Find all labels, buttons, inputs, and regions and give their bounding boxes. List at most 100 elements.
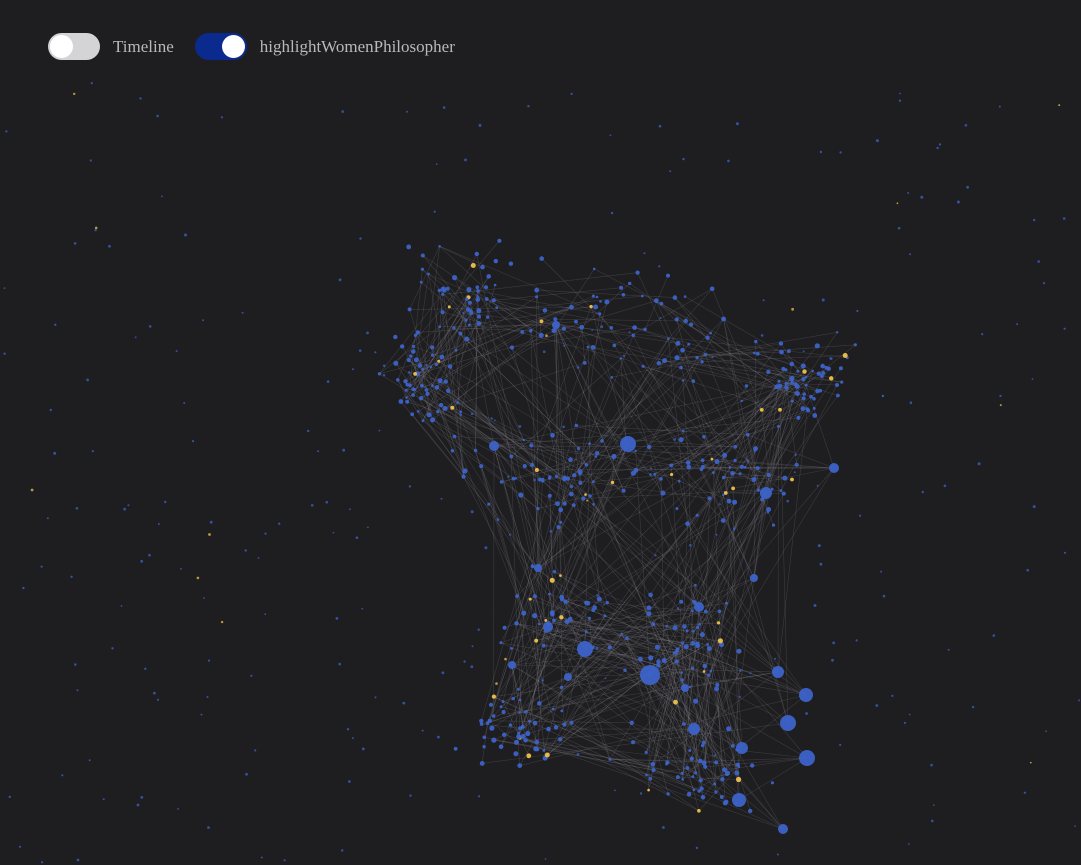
philosopher-node[interactable] [685, 766, 690, 770]
philosopher-node[interactable] [705, 335, 710, 340]
philosopher-node[interactable] [434, 362, 438, 366]
philosopher-node[interactable] [646, 611, 652, 617]
philosopher-node[interactable] [777, 424, 780, 428]
philosopher-node[interactable] [755, 466, 760, 471]
philosopher-node[interactable] [530, 564, 535, 569]
philosopher-node[interactable] [631, 333, 635, 338]
philosopher-node[interactable] [596, 594, 599, 597]
philosopher-node[interactable] [558, 507, 564, 513]
philosopher-node[interactable] [283, 859, 286, 862]
philosopher-node[interactable] [936, 146, 939, 150]
philosopher-node[interactable] [766, 369, 771, 374]
philosopher-node[interactable] [648, 776, 653, 781]
philosopher-node[interactable] [264, 613, 267, 616]
philosopher-node[interactable] [556, 525, 561, 530]
philosopher-node[interactable] [153, 691, 156, 695]
philosopher-node[interactable] [804, 383, 808, 387]
woman-philosopher-node[interactable] [450, 405, 455, 410]
philosopher-node[interactable] [493, 283, 497, 287]
philosopher-node[interactable] [800, 406, 806, 412]
philosopher-node[interactable] [469, 311, 474, 316]
philosopher-node[interactable] [839, 151, 842, 154]
philosopher-node[interactable] [260, 856, 263, 859]
philosopher-node[interactable] [551, 328, 557, 334]
philosopher-node[interactable] [464, 318, 468, 322]
philosopher-node[interactable] [528, 719, 531, 723]
philosopher-node[interactable] [659, 317, 662, 319]
hub-philosopher-node[interactable] [688, 723, 700, 735]
philosopher-node[interactable] [815, 389, 820, 394]
hub-philosopher-node[interactable] [543, 622, 553, 632]
philosopher-node[interactable] [812, 397, 816, 401]
philosopher-node[interactable] [932, 804, 935, 806]
philosopher-node[interactable] [840, 380, 844, 384]
philosopher-node[interactable] [675, 775, 680, 780]
philosopher-node[interactable] [157, 523, 160, 525]
philosopher-node[interactable] [310, 504, 314, 507]
philosopher-node[interactable] [875, 704, 879, 707]
philosopher-node[interactable] [585, 600, 591, 606]
philosopher-node[interactable] [770, 781, 775, 785]
hub-philosopher-node[interactable] [760, 487, 772, 499]
philosopher-node[interactable] [382, 364, 386, 368]
philosopher-node[interactable] [683, 318, 688, 324]
woman-philosopher-node[interactable] [610, 480, 615, 485]
philosopher-node[interactable] [358, 349, 362, 352]
philosopher-node[interactable] [693, 698, 699, 704]
philosopher-node[interactable] [675, 340, 681, 346]
philosopher-node[interactable] [703, 764, 708, 769]
philosopher-node[interactable] [706, 643, 709, 646]
philosopher-node[interactable] [495, 306, 499, 310]
woman-philosopher-node[interactable] [544, 619, 548, 622]
philosopher-node[interactable] [467, 300, 472, 305]
philosopher-node[interactable] [681, 722, 686, 726]
philosopher-node[interactable] [591, 480, 595, 483]
philosopher-node[interactable] [821, 298, 825, 302]
woman-philosopher-node[interactable] [584, 493, 587, 496]
philosopher-node[interactable] [430, 353, 435, 357]
philosopher-node[interactable] [700, 744, 705, 748]
philosopher-node[interactable] [491, 714, 496, 718]
philosopher-node[interactable] [139, 97, 142, 100]
philosopher-node[interactable] [591, 608, 596, 612]
philosopher-node[interactable] [542, 350, 546, 354]
philosopher-node[interactable] [374, 696, 377, 699]
philosopher-node[interactable] [136, 803, 140, 807]
philosopher-node[interactable] [776, 853, 779, 856]
philosopher-node[interactable] [665, 760, 670, 765]
philosopher-node[interactable] [108, 244, 111, 248]
woman-philosopher-node[interactable] [208, 533, 211, 536]
philosopher-node[interactable] [964, 124, 968, 127]
philosopher-node[interactable] [442, 406, 448, 411]
woman-philosopher-node[interactable] [437, 359, 441, 363]
philosopher-node[interactable] [424, 388, 429, 392]
highlight-women-toggle[interactable]: highlightWomenPhilosopher [194, 33, 455, 60]
philosopher-node[interactable] [156, 698, 160, 701]
philosopher-node[interactable] [568, 457, 573, 463]
philosopher-node[interactable] [1045, 730, 1047, 733]
woman-philosopher-node[interactable] [759, 408, 764, 412]
philosopher-node[interactable] [559, 685, 564, 690]
philosopher-node[interactable] [692, 788, 696, 792]
philosopher-node[interactable] [440, 310, 445, 315]
philosopher-node[interactable] [496, 518, 500, 521]
philosopher-node[interactable] [674, 355, 680, 361]
philosopher-node[interactable] [516, 734, 522, 740]
philosopher-node[interactable] [398, 399, 404, 404]
philosopher-node[interactable] [686, 791, 692, 797]
philosopher-node[interactable] [1078, 699, 1081, 702]
philosopher-node[interactable] [733, 527, 736, 530]
philosopher-node[interactable] [622, 354, 626, 358]
philosopher-node[interactable] [413, 333, 418, 337]
hub-philosopher-node[interactable] [799, 688, 813, 702]
philosopher-node[interactable] [755, 351, 760, 356]
philosopher-node[interactable] [662, 358, 668, 364]
philosopher-node[interactable] [756, 488, 760, 492]
philosopher-node[interactable] [794, 462, 799, 467]
philosopher-node[interactable] [458, 331, 463, 336]
hub-philosopher-node[interactable] [534, 564, 542, 572]
philosopher-node[interactable] [812, 406, 816, 410]
philosopher-node[interactable] [420, 267, 424, 271]
woman-philosopher-node[interactable] [495, 682, 498, 685]
philosopher-node[interactable] [352, 368, 354, 371]
